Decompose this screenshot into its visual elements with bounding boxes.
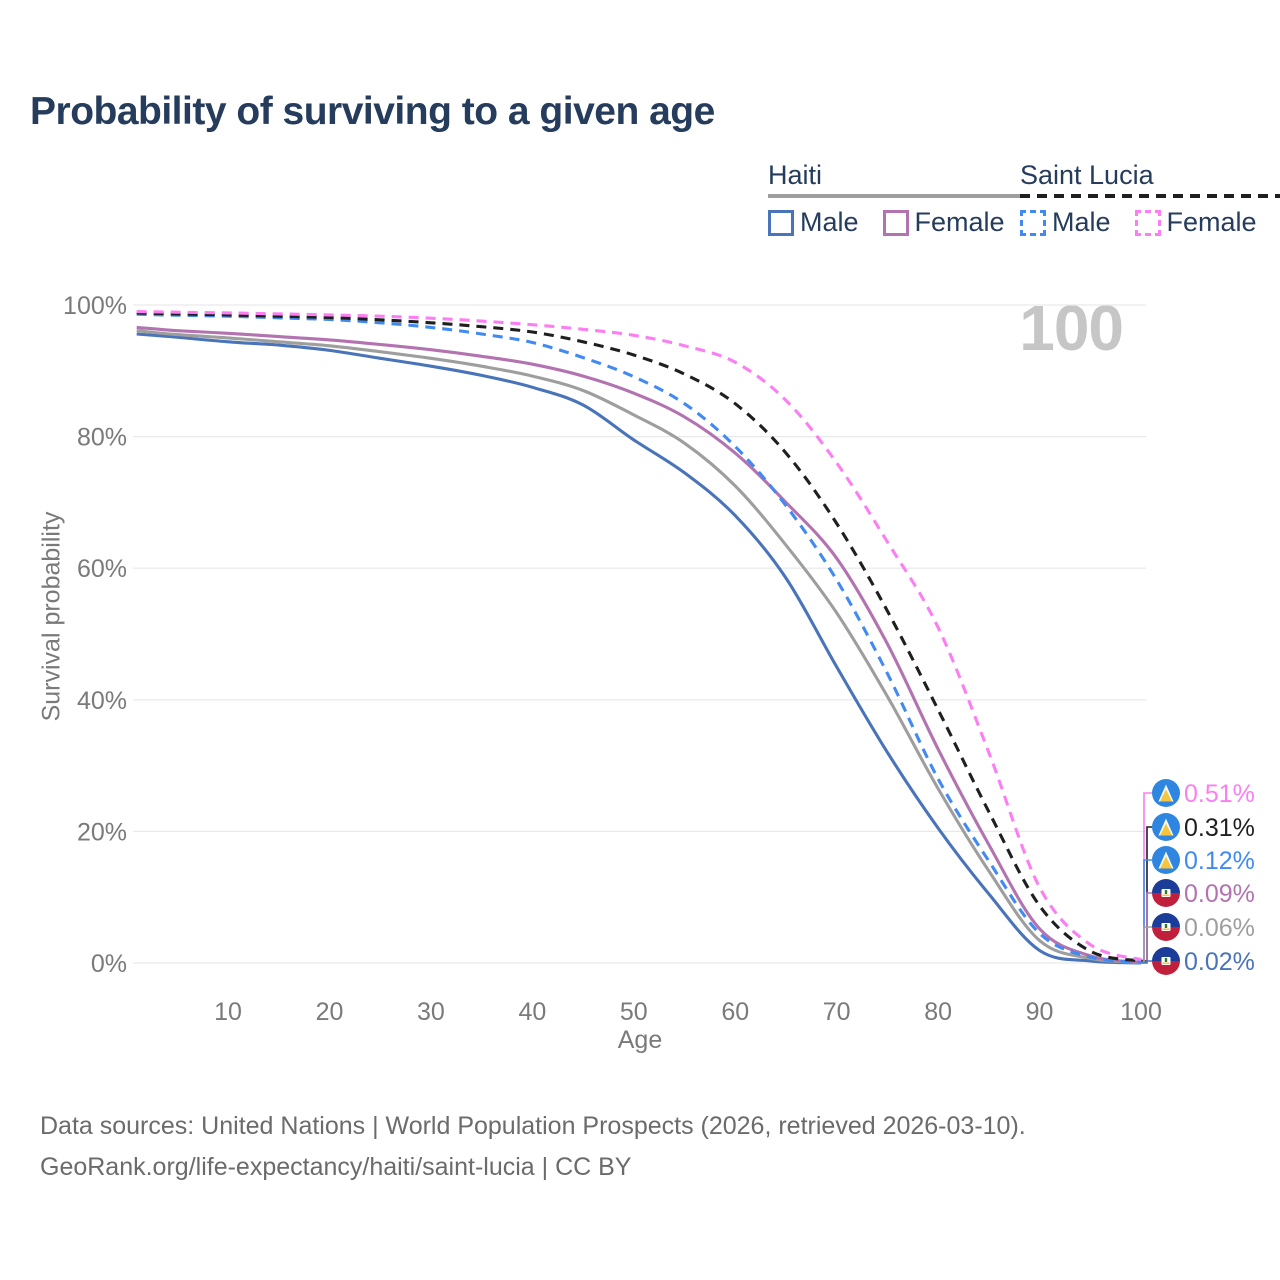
end-value-label: 0.06% — [1184, 914, 1255, 942]
haiti-flag-icon — [1152, 913, 1180, 941]
gridlines — [133, 304, 1146, 964]
curve-haiti-male — [136, 332, 1142, 965]
legend-line-style-sample — [1020, 194, 1280, 198]
legend-swatch — [1134, 209, 1161, 236]
legend-item-saint-lucia-female: Female — [1134, 207, 1257, 238]
x-tick-label: 40 — [518, 998, 546, 1026]
x-tick-label: 10 — [214, 998, 242, 1026]
legend-item-label: Female — [914, 207, 1005, 237]
y-tick-label: 20% — [77, 818, 127, 846]
end-value-labels: 0.51% 0.31% 0.12% 0.09% 0.06% 0.02% — [1141, 779, 1255, 976]
y-axis-tick-labels: 0% 20% 40% 60% 80% 100% — [63, 292, 127, 978]
legend-group-title: Saint Lucia — [1020, 160, 1154, 190]
y-tick-label: 100% — [63, 292, 127, 320]
saint-lucia-flag-icon — [1152, 779, 1180, 807]
legend-item-label: Female — [1166, 207, 1257, 237]
footer-data-sources: Data sources: United Nations | World Pop… — [40, 1112, 1026, 1140]
y-tick-label: 60% — [77, 555, 127, 583]
x-tick-label: 30 — [417, 998, 445, 1026]
legend-item-haiti-male: Male — [768, 207, 859, 238]
end-label-saint-lucia-male: 0.12% — [1141, 846, 1255, 963]
saint-lucia-flag-icon — [1152, 846, 1180, 874]
saint-lucia-flag-icon — [1152, 813, 1180, 841]
end-value-label: 0.09% — [1184, 880, 1255, 908]
legend-swatch — [882, 209, 909, 236]
x-axis-tick-labels: 10 20 30 40 50 60 70 80 90 100 — [214, 998, 1162, 1026]
y-tick-label: 80% — [77, 424, 127, 452]
end-value-label: 0.02% — [1184, 948, 1255, 976]
footer: Data sources: United Nations | World Pop… — [40, 1106, 1026, 1188]
end-label-haiti-male: 0.02% — [1141, 947, 1255, 976]
curve-haiti-female — [136, 325, 1142, 964]
page-title: Probability of surviving to a given age — [30, 90, 715, 133]
legend-item-saint-lucia-male: Male — [1020, 207, 1111, 238]
y-tick-label: 0% — [91, 950, 127, 978]
legend-group-title: Haiti — [768, 160, 823, 190]
footer-attribution-link: GeoRank.org/life-expectancy/haiti/saint-… — [40, 1153, 632, 1181]
watermark-age-100: 100 — [1019, 292, 1124, 364]
end-label-saint-lucia-female: 0.51% — [1141, 779, 1255, 961]
haiti-flag-icon — [1152, 947, 1180, 975]
end-label-haiti-female: 0.09% — [1141, 879, 1255, 964]
x-tick-label: 90 — [1026, 998, 1054, 1026]
survival-curves — [136, 310, 1142, 965]
x-tick-label: 70 — [823, 998, 851, 1026]
curve-saint-lucia-total — [136, 311, 1142, 963]
legend-item-haiti-female: Female — [882, 207, 1005, 238]
x-tick-label: 100 — [1120, 998, 1162, 1026]
x-tick-label: 20 — [316, 998, 344, 1026]
end-value-label: 0.12% — [1184, 847, 1255, 875]
legend-group-saint-lucia: Saint Lucia Male Female — [1020, 160, 1280, 238]
x-tick-label: 80 — [924, 998, 952, 1026]
end-label-haiti-total: 0.06% — [1141, 913, 1255, 964]
legend-line-style-sample — [768, 194, 1029, 198]
curve-saint-lucia-male — [136, 312, 1142, 964]
curve-haiti-total — [136, 329, 1142, 965]
x-tick-label: 50 — [620, 998, 648, 1026]
y-tick-label: 40% — [77, 687, 127, 715]
legend-item-label: Male — [800, 207, 859, 237]
legend: Haiti Male Female Saint Lucia Male Female — [768, 160, 1280, 240]
end-value-label: 0.31% — [1184, 814, 1255, 842]
haiti-flag-icon — [1152, 879, 1180, 907]
end-value-label: 0.51% — [1184, 780, 1255, 808]
legend-item-label: Male — [1052, 207, 1111, 237]
x-axis-title: Age — [617, 1026, 663, 1054]
legend-swatch — [768, 209, 794, 236]
x-tick-label: 60 — [721, 998, 749, 1026]
legend-group-haiti: Haiti Male Female — [768, 160, 1029, 238]
legend-swatch — [1020, 209, 1046, 236]
curve-saint-lucia-female — [136, 310, 1142, 962]
